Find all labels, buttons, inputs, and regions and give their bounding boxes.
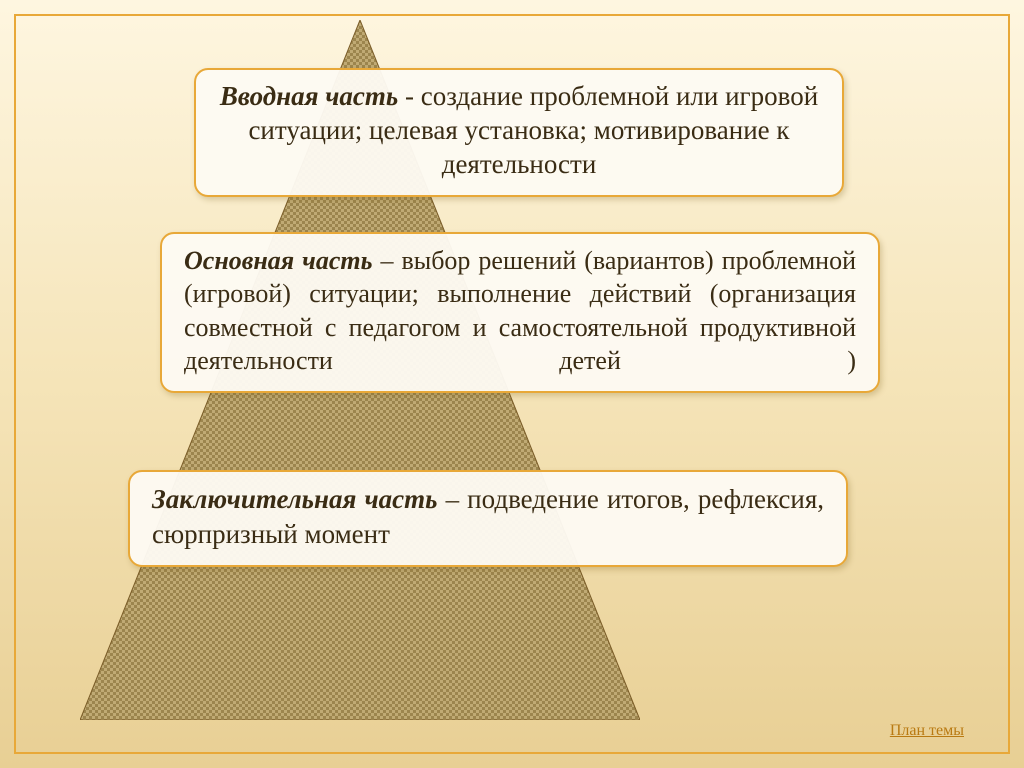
footer-link-plan[interactable]: План темы bbox=[890, 722, 964, 740]
card-main: Основная часть – выбор решений (варианто… bbox=[160, 232, 880, 393]
card-conclusion-title: Заключительная часть bbox=[152, 484, 438, 514]
card-conclusion: Заключительная часть – подведение итогов… bbox=[128, 470, 848, 567]
card-intro-title: Вводная часть bbox=[220, 81, 398, 111]
card-intro: Вводная часть - создание проблемной или … bbox=[194, 68, 844, 197]
card-main-title: Основная часть bbox=[184, 246, 372, 275]
